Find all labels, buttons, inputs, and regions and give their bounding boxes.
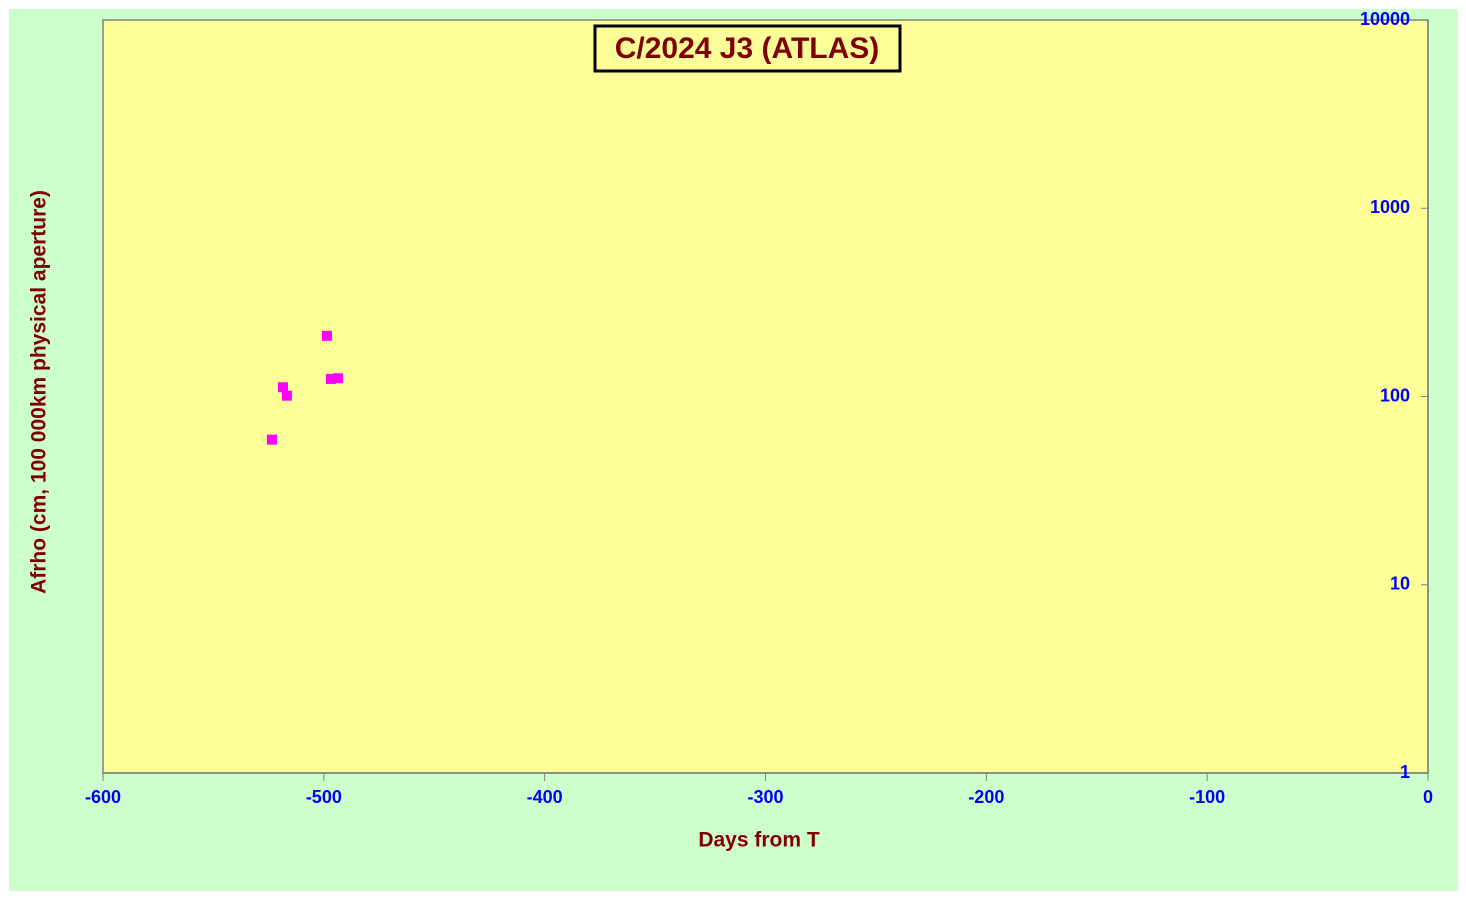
point (277, 382, 288, 393)
x-tick-label: -300 (747, 787, 783, 807)
y-tick-label: 1 (1400, 762, 1410, 782)
y-tick-label: 10 (1390, 574, 1410, 594)
x-tick-label: -200 (968, 787, 1004, 807)
x-tick-label: -500 (306, 787, 342, 807)
y-axis-label: Afrho (cm, 100 000km physical aperture) (28, 190, 51, 594)
x-axis-label: Days from T (698, 829, 820, 852)
chart-title: C/2024 J3 (ATLAS) (615, 32, 880, 65)
point (321, 330, 332, 341)
y-tick-label: 1000 (1370, 197, 1410, 217)
y-tick-label: 100 (1380, 385, 1410, 405)
point (281, 390, 292, 401)
plot-area (102, 19, 1429, 774)
point (266, 434, 277, 445)
point (325, 373, 336, 384)
x-tick-label: -100 (1189, 787, 1225, 807)
x-tick-label: -400 (527, 787, 563, 807)
x-tick-label: 0 (1423, 787, 1433, 807)
point (332, 373, 343, 384)
y-tick-label: 10000 (1360, 9, 1410, 29)
title-box (593, 24, 902, 73)
x-tick-label: -600 (85, 787, 121, 807)
